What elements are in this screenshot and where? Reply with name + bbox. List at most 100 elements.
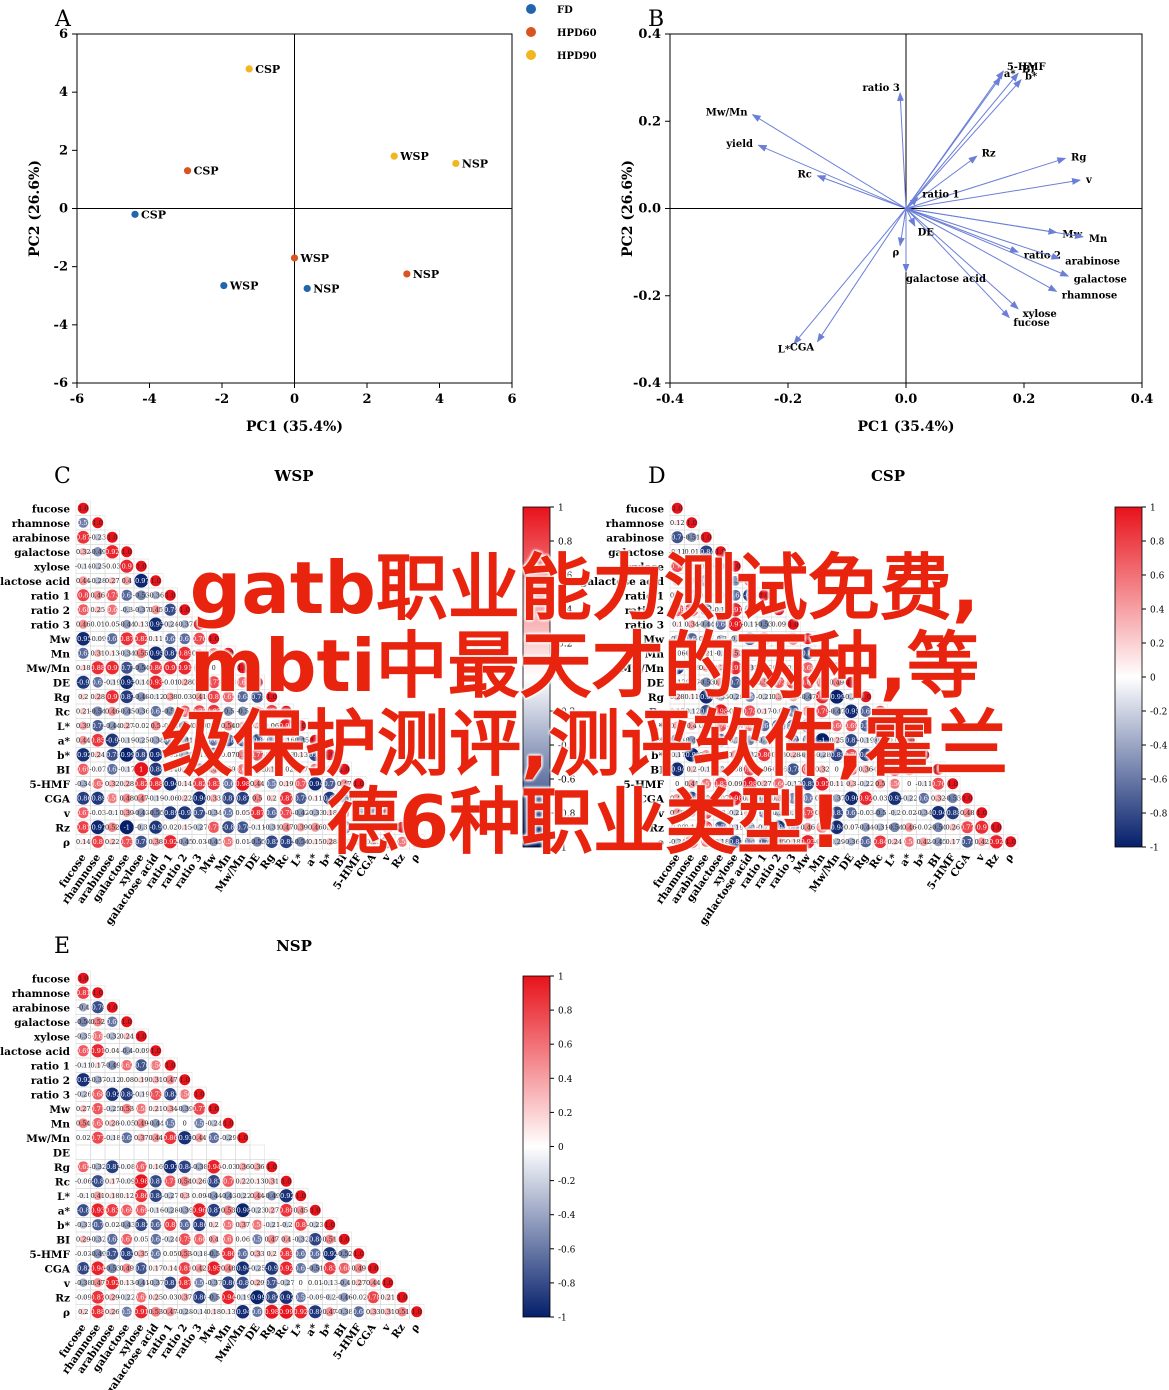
correlation-value: -0.78 xyxy=(249,693,266,701)
row-label: xylose xyxy=(34,1031,70,1043)
correlation-circle xyxy=(194,692,204,702)
correlation-value: 1.0 xyxy=(107,1004,117,1012)
y-tick-label: -0.2 xyxy=(633,289,661,304)
correlation-value: -0.75 xyxy=(191,766,208,774)
correlation-circle xyxy=(195,678,203,686)
correlation-value: 0.94 xyxy=(207,1163,221,1171)
correlation-circle xyxy=(122,649,131,658)
correlation-value: 0.31 xyxy=(149,1076,163,1084)
correlation-value: 0.42 xyxy=(192,1265,206,1273)
correlation-value: -0.63 xyxy=(191,737,208,745)
correlation-value: 1.0 xyxy=(310,737,320,745)
correlation-value: -0.8 xyxy=(91,1178,104,1186)
correlation-value: 0.05 xyxy=(134,1236,148,1244)
correlation-circle xyxy=(92,517,104,529)
correlation-circle xyxy=(166,692,175,701)
watermark-line-1: gatb职业能力测试免费, xyxy=(189,546,980,630)
correlation-circle xyxy=(123,765,131,773)
correlation-value: -0.62 xyxy=(147,1250,164,1258)
correlation-circle xyxy=(193,734,205,746)
correlation-value: -0.8 xyxy=(77,1207,90,1215)
correlation-value: -0.19 xyxy=(104,679,121,687)
correlation-circle xyxy=(196,751,203,758)
correlation-value: -0.63 xyxy=(147,708,164,716)
correlation-value: 1.0 xyxy=(368,1265,378,1273)
correlation-value: -0.24 xyxy=(162,1236,179,1244)
correlation-value: -0.44 xyxy=(104,722,121,730)
correlation-value: 0.24 xyxy=(120,1033,134,1041)
correlation-value: -0.53 xyxy=(133,592,150,600)
correlation-circle xyxy=(77,647,89,659)
correlation-value: 0.98 xyxy=(265,1308,279,1316)
correlation-value: 1.0 xyxy=(122,548,132,556)
correlation-value: 0.83 xyxy=(279,1250,293,1258)
heatmap-cell xyxy=(162,1144,178,1160)
correlation-circle xyxy=(195,649,204,658)
correlation-value: -0.03 xyxy=(220,1163,237,1171)
correlation-value: 0.51 xyxy=(395,1308,409,1316)
correlation-circle xyxy=(94,533,102,541)
correlation-value: 1.0 xyxy=(136,563,146,571)
correlation-value: 0.13 xyxy=(120,1279,134,1287)
correlation-value: 0.33 xyxy=(250,1250,264,1258)
correlation-value: 0.48 xyxy=(221,1265,235,1273)
correlation-value: -0.86 xyxy=(191,1221,208,1229)
correlation-value: 0.19 xyxy=(134,1076,148,1084)
correlation-value: 0.73 xyxy=(149,1091,163,1099)
correlation-value: -0.65 xyxy=(176,635,193,643)
correlation-value: -0.95 xyxy=(147,621,164,629)
correlation-value: 1.0 xyxy=(296,1192,306,1200)
correlation-value: 1.0 xyxy=(93,519,103,527)
correlation-circle xyxy=(77,604,89,616)
score-point-label: NSP xyxy=(313,282,339,295)
correlation-value: -0.68 xyxy=(118,592,135,600)
row-label: ratio 2 xyxy=(31,1075,70,1087)
correlation-value: 0.81 xyxy=(76,989,90,997)
correlation-value: 0.05 xyxy=(163,1250,177,1258)
panel-letter: B xyxy=(648,7,664,32)
row-label: L* xyxy=(57,1191,70,1203)
correlation-value: 1.0 xyxy=(412,1308,422,1316)
correlation-value: -0.27 xyxy=(162,1192,179,1200)
correlation-value: 0.12 xyxy=(120,1192,134,1200)
x-tick-label: 4 xyxy=(435,392,444,407)
x-tick-label: -0.4 xyxy=(656,392,684,407)
legend-marker xyxy=(526,50,536,60)
correlation-value: -0.97 xyxy=(133,577,150,585)
heatmap-cell xyxy=(177,1144,193,1160)
panel-letter: C xyxy=(54,464,71,489)
x-tick-label: 0.0 xyxy=(895,392,918,407)
correlation-value: -0.36 xyxy=(147,592,164,600)
x-tick-label: 0.2 xyxy=(1013,392,1036,407)
correlation-circle xyxy=(94,751,102,759)
watermark-line-4: 德6种职业类型! xyxy=(327,780,842,864)
loading-arrow xyxy=(816,208,907,343)
correlation-circle xyxy=(179,604,191,616)
correlation-circle xyxy=(148,646,163,661)
correlation-value: 0.92 xyxy=(294,1308,308,1316)
correlation-value: -0.63 xyxy=(89,679,106,687)
correlation-value: -0.64 xyxy=(104,766,121,774)
correlation-circle xyxy=(149,762,163,776)
correlation-value: 0.86 xyxy=(134,1192,148,1200)
correlation-value: -0.98 xyxy=(205,751,222,759)
score-point-label: NSP xyxy=(462,157,488,170)
correlation-value: 0.78 xyxy=(366,1294,380,1302)
correlation-value: -0.14 xyxy=(75,563,92,571)
row-label: rhamnose xyxy=(12,518,71,530)
loading-label: xylose xyxy=(1023,309,1057,320)
correlation-value: 0.63 xyxy=(236,679,250,687)
correlation-value: -0.38 xyxy=(75,1279,92,1287)
y-tick-label: 0.0 xyxy=(638,202,661,217)
x-tick-label: 2 xyxy=(362,392,371,407)
correlation-value: 0.14 xyxy=(163,766,177,774)
correlation-value: -0.14 xyxy=(191,1308,208,1316)
correlation-value: 0.28 xyxy=(91,693,105,701)
correlation-value: 0.83 xyxy=(105,1207,119,1215)
correlation-value: 0.59 xyxy=(221,1221,235,1229)
correlation-circle xyxy=(106,633,118,645)
row-label: b* xyxy=(57,750,70,762)
correlation-circle xyxy=(237,764,248,775)
panel-letter: E xyxy=(54,934,70,959)
correlation-value: 1.0 xyxy=(383,1279,393,1287)
